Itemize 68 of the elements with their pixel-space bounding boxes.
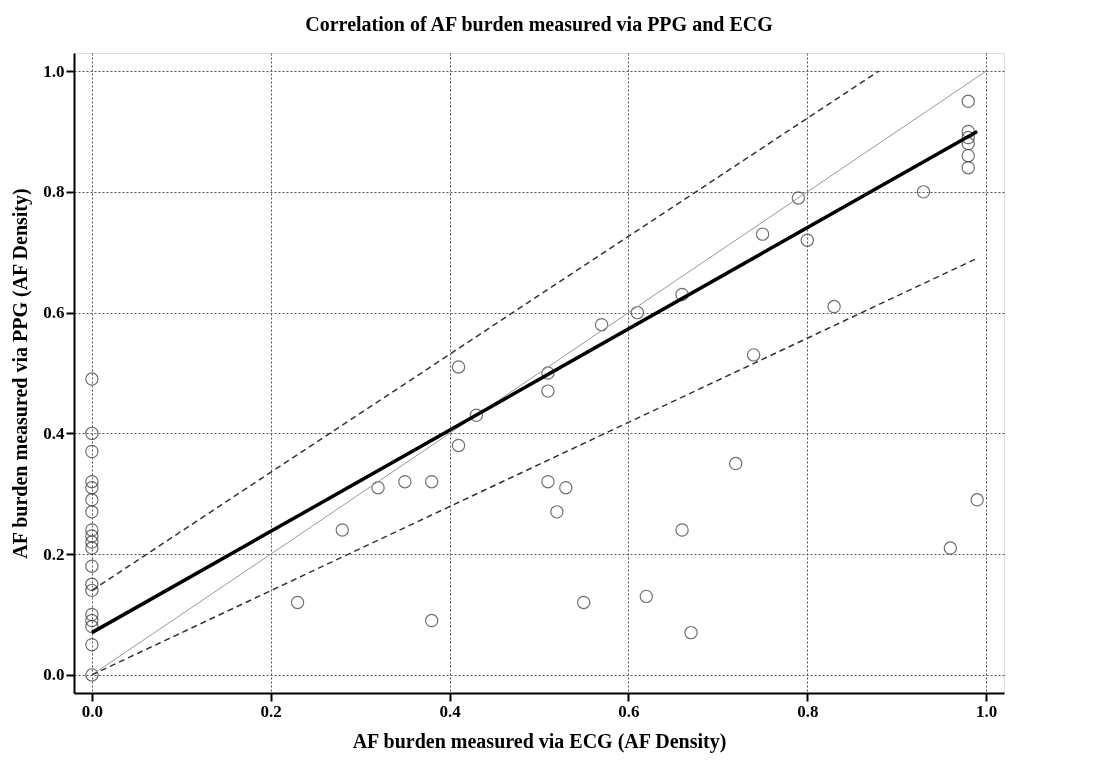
point	[630, 305, 645, 320]
point	[85, 523, 99, 537]
point	[827, 299, 841, 314]
point	[675, 287, 689, 302]
point	[290, 595, 305, 610]
point	[451, 360, 466, 374]
point	[85, 493, 99, 507]
point	[916, 185, 931, 199]
point	[559, 481, 573, 495]
point	[675, 523, 689, 537]
point	[541, 474, 555, 489]
point	[85, 372, 99, 386]
x-tick-label: 0.8	[797, 701, 819, 721]
point	[469, 408, 484, 422]
x-tick-label: 0.6	[618, 701, 640, 721]
point	[85, 668, 99, 682]
x-tick-label: 0.2	[260, 701, 282, 721]
point	[550, 505, 564, 519]
point	[85, 637, 99, 652]
x-tick-label: 0.0	[81, 701, 104, 721]
y-tick-label: 1.0	[43, 61, 65, 81]
point	[639, 589, 654, 604]
x-axis-title: AF burden measured via ECG (AF Density)	[352, 729, 727, 753]
point	[85, 426, 99, 441]
point	[541, 384, 555, 398]
y-tick-label: 0.0	[43, 665, 65, 685]
point	[85, 607, 99, 622]
point	[791, 191, 806, 205]
point	[424, 613, 439, 628]
point	[961, 130, 975, 145]
point	[371, 481, 385, 495]
point	[85, 474, 99, 489]
point	[85, 535, 99, 549]
point	[85, 577, 99, 592]
x-tick-label: 1.0	[975, 701, 998, 721]
y-tick-label: 0.6	[43, 303, 65, 323]
point	[85, 613, 99, 628]
point	[961, 124, 975, 139]
x-tick-label: 0.4	[439, 701, 462, 721]
point	[335, 523, 349, 537]
point	[398, 474, 412, 489]
point	[576, 595, 591, 610]
point	[541, 366, 555, 380]
point	[961, 148, 975, 163]
point	[800, 233, 814, 247]
y-tick-label: 0.8	[43, 182, 65, 202]
point	[961, 94, 975, 109]
point	[755, 227, 770, 241]
point	[970, 493, 984, 507]
point	[594, 317, 609, 332]
point	[943, 541, 958, 555]
point	[85, 583, 99, 598]
y-axis-title: AF burden measured via PPG (AF Density)	[9, 188, 33, 559]
chart-title: Correlation of AF burden measured via PPG and ECG	[305, 13, 774, 35]
point	[684, 625, 698, 640]
point	[451, 438, 466, 453]
point	[85, 559, 99, 573]
point	[961, 161, 975, 175]
point	[85, 444, 99, 459]
point	[746, 348, 761, 362]
point	[85, 505, 99, 519]
point	[85, 541, 99, 555]
y-tick-label: 0.2	[43, 544, 65, 564]
point	[85, 529, 99, 543]
point	[424, 474, 439, 489]
point	[729, 456, 743, 471]
point	[85, 481, 99, 495]
y-tick-label: 0.4	[43, 423, 65, 443]
